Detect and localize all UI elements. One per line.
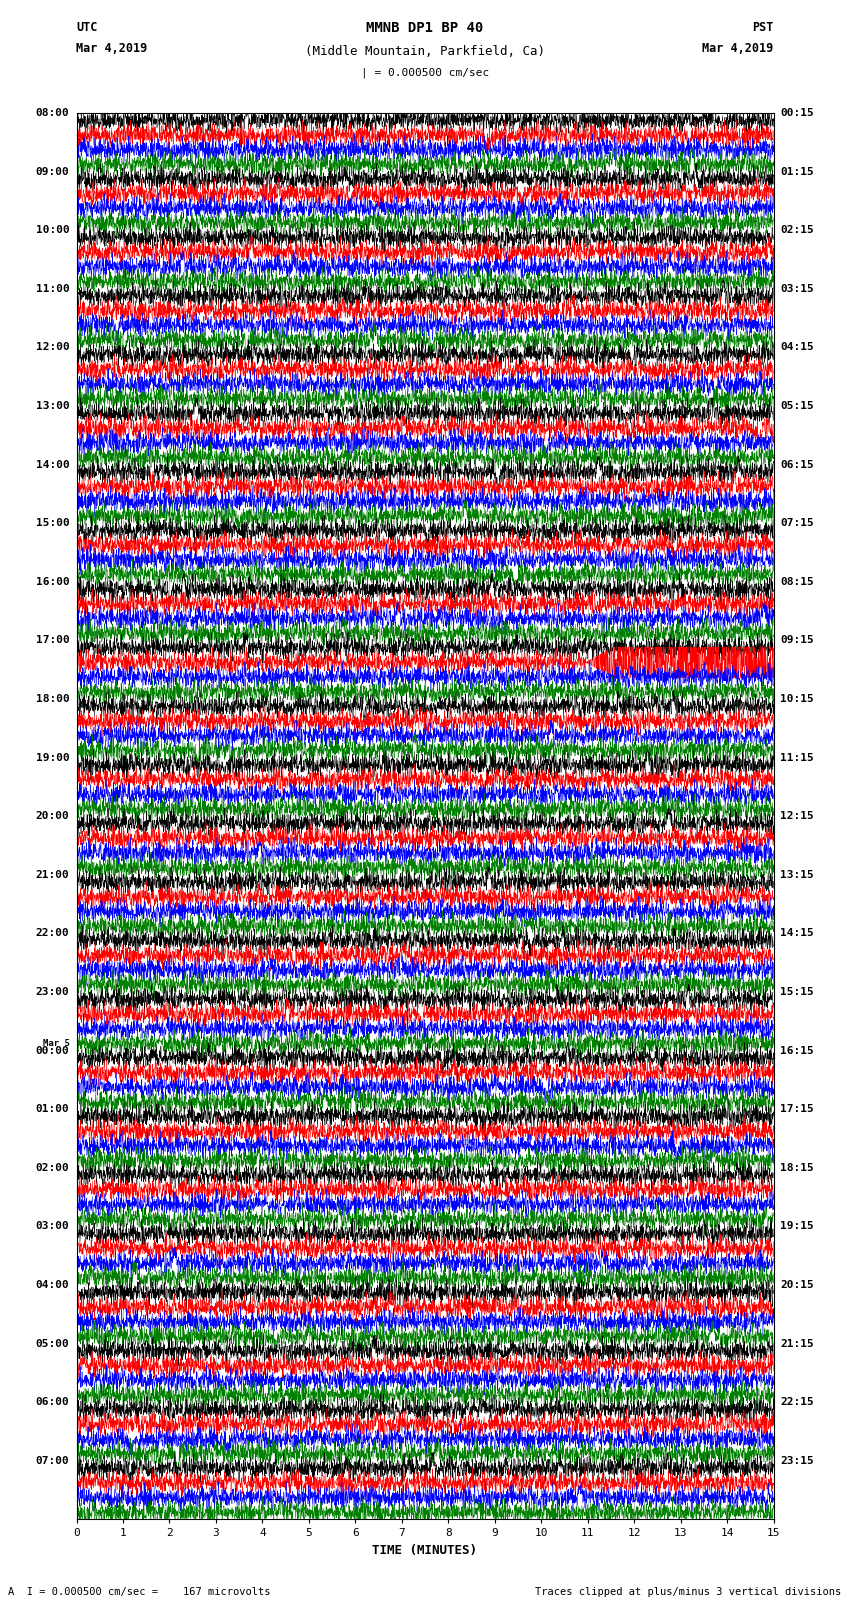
Text: UTC: UTC bbox=[76, 21, 98, 34]
Text: (Middle Mountain, Parkfield, Ca): (Middle Mountain, Parkfield, Ca) bbox=[305, 45, 545, 58]
Text: 08:15: 08:15 bbox=[780, 577, 814, 587]
Text: 11:00: 11:00 bbox=[36, 284, 70, 294]
Text: 11:15: 11:15 bbox=[780, 753, 814, 763]
Text: 09:00: 09:00 bbox=[36, 166, 70, 176]
Text: 07:00: 07:00 bbox=[36, 1457, 70, 1466]
Text: A  I = 0.000500 cm/sec =    167 microvolts: A I = 0.000500 cm/sec = 167 microvolts bbox=[8, 1587, 271, 1597]
Text: 04:15: 04:15 bbox=[780, 342, 814, 352]
Text: 22:15: 22:15 bbox=[780, 1397, 814, 1407]
Text: 21:00: 21:00 bbox=[36, 869, 70, 879]
Text: 06:00: 06:00 bbox=[36, 1397, 70, 1407]
Text: 16:00: 16:00 bbox=[36, 577, 70, 587]
Text: 13:00: 13:00 bbox=[36, 402, 70, 411]
Text: 00:15: 00:15 bbox=[780, 108, 814, 118]
Text: 07:15: 07:15 bbox=[780, 518, 814, 527]
Text: MMNB DP1 BP 40: MMNB DP1 BP 40 bbox=[366, 21, 484, 35]
Text: 10:15: 10:15 bbox=[780, 694, 814, 703]
Text: 08:00: 08:00 bbox=[36, 108, 70, 118]
Text: 13:15: 13:15 bbox=[780, 869, 814, 879]
Text: 09:15: 09:15 bbox=[780, 636, 814, 645]
Text: 23:00: 23:00 bbox=[36, 987, 70, 997]
Text: 16:15: 16:15 bbox=[780, 1045, 814, 1055]
X-axis label: TIME (MINUTES): TIME (MINUTES) bbox=[372, 1544, 478, 1557]
Text: 18:15: 18:15 bbox=[780, 1163, 814, 1173]
Text: 12:00: 12:00 bbox=[36, 342, 70, 352]
Text: Mar 4,2019: Mar 4,2019 bbox=[702, 42, 774, 55]
Text: 10:00: 10:00 bbox=[36, 226, 70, 235]
Text: 17:15: 17:15 bbox=[780, 1105, 814, 1115]
Text: 14:00: 14:00 bbox=[36, 460, 70, 469]
Text: 12:15: 12:15 bbox=[780, 811, 814, 821]
Text: Mar 5: Mar 5 bbox=[42, 1039, 70, 1048]
Text: 15:15: 15:15 bbox=[780, 987, 814, 997]
Text: 19:00: 19:00 bbox=[36, 753, 70, 763]
Text: PST: PST bbox=[752, 21, 774, 34]
Text: 18:00: 18:00 bbox=[36, 694, 70, 703]
Text: 20:00: 20:00 bbox=[36, 811, 70, 821]
Text: 03:00: 03:00 bbox=[36, 1221, 70, 1231]
Text: 23:15: 23:15 bbox=[780, 1457, 814, 1466]
Text: 14:15: 14:15 bbox=[780, 929, 814, 939]
Text: 04:00: 04:00 bbox=[36, 1281, 70, 1290]
Text: 00:00: 00:00 bbox=[36, 1045, 70, 1055]
Text: Mar 4,2019: Mar 4,2019 bbox=[76, 42, 148, 55]
Text: 01:00: 01:00 bbox=[36, 1105, 70, 1115]
Text: 05:00: 05:00 bbox=[36, 1339, 70, 1348]
Text: 19:15: 19:15 bbox=[780, 1221, 814, 1231]
Text: 06:15: 06:15 bbox=[780, 460, 814, 469]
Text: Traces clipped at plus/minus 3 vertical divisions: Traces clipped at plus/minus 3 vertical … bbox=[536, 1587, 842, 1597]
Text: | = 0.000500 cm/sec: | = 0.000500 cm/sec bbox=[361, 68, 489, 79]
Text: 15:00: 15:00 bbox=[36, 518, 70, 527]
Text: 17:00: 17:00 bbox=[36, 636, 70, 645]
Text: 21:15: 21:15 bbox=[780, 1339, 814, 1348]
Text: 01:15: 01:15 bbox=[780, 166, 814, 176]
Text: 03:15: 03:15 bbox=[780, 284, 814, 294]
Text: 05:15: 05:15 bbox=[780, 402, 814, 411]
Text: 22:00: 22:00 bbox=[36, 929, 70, 939]
Text: 20:15: 20:15 bbox=[780, 1281, 814, 1290]
Text: 02:15: 02:15 bbox=[780, 226, 814, 235]
Text: 02:00: 02:00 bbox=[36, 1163, 70, 1173]
